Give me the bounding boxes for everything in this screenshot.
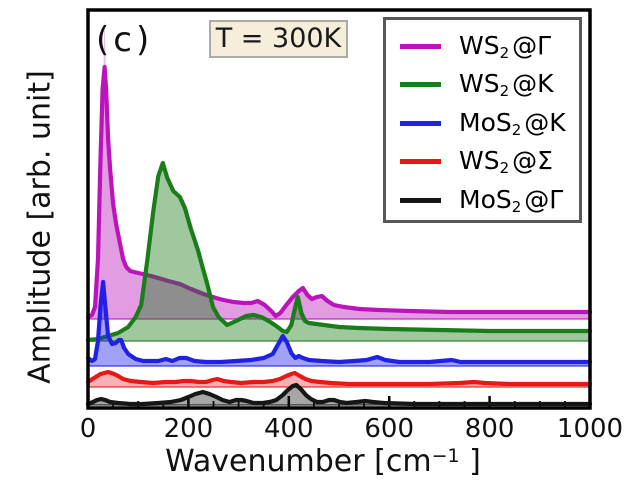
legend-item-WS2@K: WS2 @K <box>386 66 579 105</box>
x-axis-label-superscript: −1 <box>431 445 460 467</box>
legend-label-MoS2@K: MoS2 @K <box>459 107 566 139</box>
series-MoS2@K-curve <box>85 279 593 365</box>
temperature-annotation: T = 300K <box>209 20 348 58</box>
series-WS2@Gamma-curve <box>85 64 593 320</box>
y-axis-label: Amplitude [arb. unit] <box>22 70 58 384</box>
x-axis-label: Wavenumber [cm−1 ] <box>165 444 481 479</box>
x-axis-label-close: ] <box>459 444 481 479</box>
panel-label: (c) <box>96 20 154 60</box>
x-tick-label-600: 600 <box>364 414 415 444</box>
legend-label-WS2@Gamma: WS2 @Γ <box>459 30 552 62</box>
x-axis-label-main: Wavenumber [cm <box>165 444 432 479</box>
legend-item-MoS2@K: MoS2 @K <box>386 104 579 143</box>
legend-swatch-MoS2@K <box>400 120 441 126</box>
legend-swatch-WS2@Gamma <box>400 43 441 49</box>
series-WS2@K-fill <box>88 163 590 341</box>
series-MoS2@Gamma-curve <box>85 382 593 407</box>
legend: WS2 @Γ WS2 @K MoS2 @K WS2 @Σ MoS2 @Γ <box>383 17 582 223</box>
x-tick-label-400: 400 <box>263 414 314 444</box>
x-tick-label-1000: 1000 <box>556 414 624 444</box>
series-WS2@Sigma-curve <box>85 369 593 387</box>
legend-label-MoS2@Gamma: MoS2 @Γ <box>459 184 564 216</box>
legend-label-WS2@Sigma: WS2 @Σ <box>459 146 553 178</box>
x-tick-label-0: 0 <box>79 414 97 444</box>
plot-frame <box>86 8 592 410</box>
series-WS2@Gamma-fill <box>88 67 590 319</box>
series-MoS2@Gamma-fill <box>88 385 590 405</box>
legend-swatch-WS2@Sigma <box>400 159 441 165</box>
legend-swatch-MoS2@Gamma <box>400 197 441 203</box>
legend-label-WS2@K: WS2 @K <box>459 69 554 101</box>
x-tick-label-800: 800 <box>464 414 515 444</box>
legend-item-MoS2@Gamma: MoS2 @Γ <box>386 181 579 220</box>
legend-swatch-WS2@K <box>400 82 441 88</box>
x-tick-label-200: 200 <box>163 414 214 444</box>
legend-item-WS2@Gamma: WS2 @Γ <box>386 27 579 66</box>
legend-item-WS2@Sigma: WS2 @Σ <box>386 143 579 182</box>
series-WS2@K-curve <box>85 160 593 343</box>
